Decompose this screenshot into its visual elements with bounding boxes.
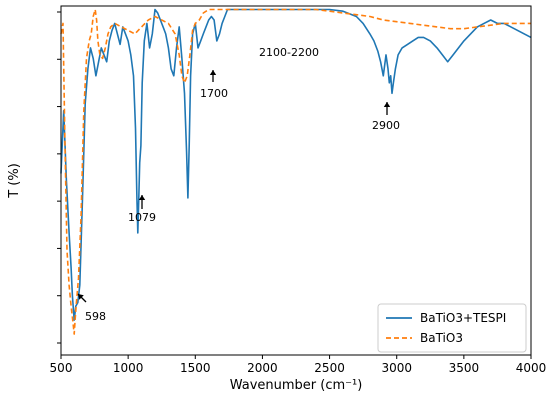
legend-label-2: BaTiO3 (420, 331, 463, 345)
x-axis: 500 1000 1500 2000 2500 3000 3500 4000 (50, 355, 547, 375)
annotation-2900-label: 2900 (372, 119, 400, 132)
annotation-1079-label: 1079 (128, 211, 156, 224)
x-tick-label: 2000 (247, 361, 278, 375)
series-layer (60, 8, 532, 335)
y-axis-label: T (%) (7, 163, 22, 199)
x-tick-label: 1000 (113, 361, 144, 375)
legend-box (377, 303, 527, 353)
legend-label-1: BaTiO3+TESPI (420, 311, 506, 325)
x-tick-label: 500 (50, 361, 73, 375)
x-tick-label: 2500 (314, 361, 345, 375)
x-tick-label: 1500 (180, 361, 211, 375)
annotation-2900-arrowhead (383, 102, 391, 107)
x-tick-label: 3000 (381, 361, 412, 375)
series-line-2 (60, 8, 531, 335)
series-line-1 (60, 8, 532, 321)
annotation-598-arrowhead (78, 294, 84, 300)
x-tick-label: 3500 (449, 361, 480, 375)
legend: BaTiO3+TESPI BaTiO3 (377, 303, 527, 353)
annotation-2100-2200-label: 2100-2200 (259, 46, 319, 59)
y-axis (57, 11, 61, 344)
x-tick-label: 4000 (516, 361, 547, 375)
annotation-1079-arrowhead (138, 195, 146, 200)
x-axis-label: Wavenumber (cm⁻¹) (230, 378, 363, 393)
plot-frame (60, 5, 532, 356)
annotation-598-label: 598 (85, 310, 106, 323)
annotation-1700-label: 1700 (200, 87, 228, 100)
annotation-1700-arrowhead (209, 70, 217, 75)
annotations: 598 1079 1700 2100-2200 2900 (77, 46, 400, 323)
